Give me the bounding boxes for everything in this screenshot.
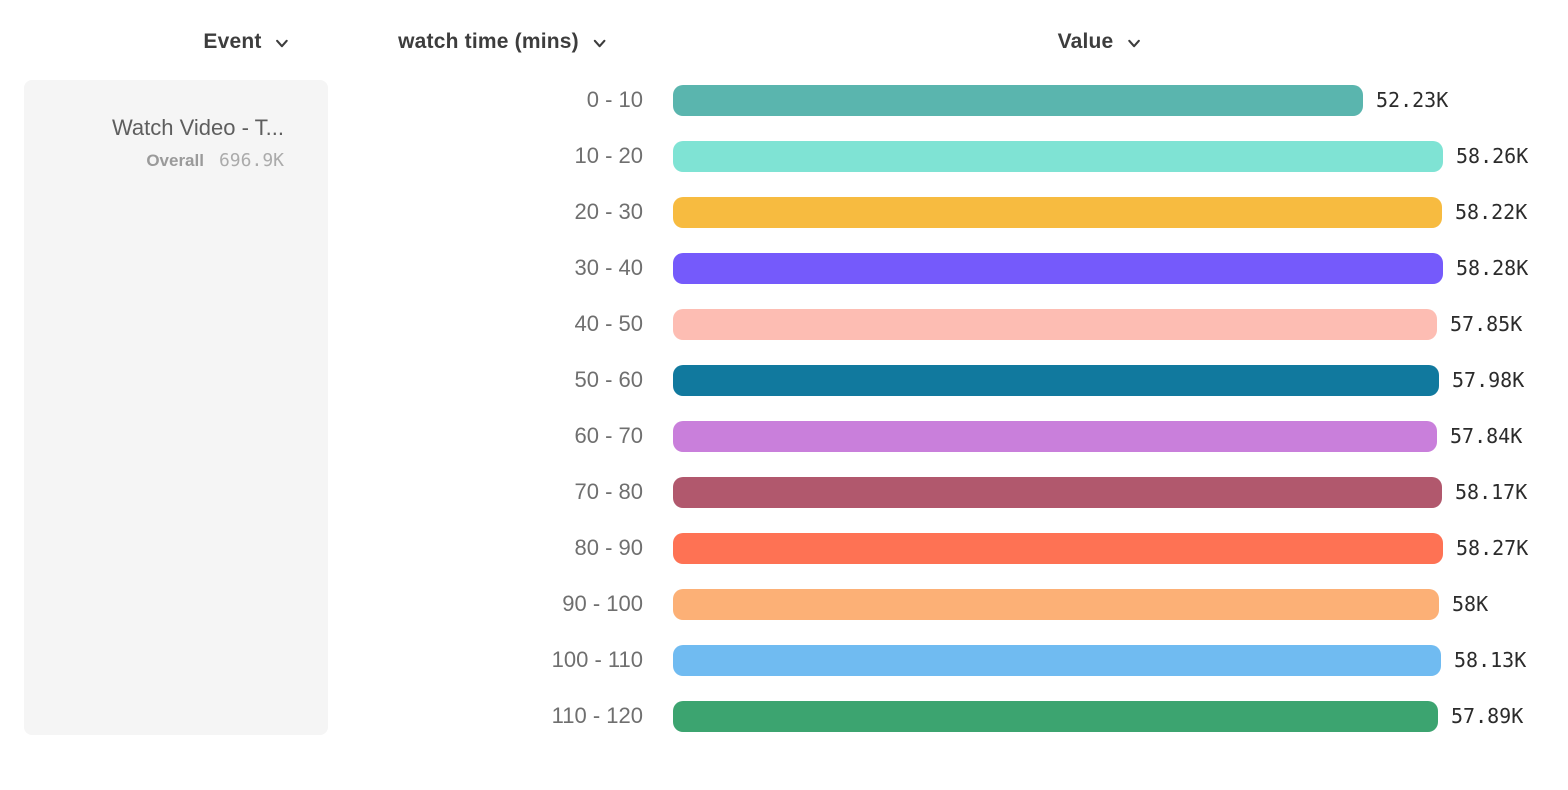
bar-value-label: 57.98K [1452, 368, 1525, 392]
bar-value-label: 58.13K [1454, 648, 1527, 672]
bucket-label: 20 - 30 [574, 199, 644, 224]
bar-chart: 0 - 10 52.23K 10 - 20 58.26K 20 - 30 58.… [0, 72, 1568, 744]
bucket-label: 10 - 20 [574, 143, 644, 168]
bar-value-label: 58.22K [1455, 200, 1528, 224]
bar-row: 30 - 40 58.28K [0, 240, 1568, 296]
value-column-label: Value [1057, 30, 1114, 53]
bucket-column-label: watch time (mins) [398, 30, 579, 53]
bucket-label: 30 - 40 [574, 255, 644, 280]
bucket-label: 80 - 90 [574, 535, 644, 560]
bar-value-label: 58.17K [1455, 480, 1528, 504]
bar-row: 100 - 110 58.13K [0, 632, 1568, 688]
bar-row: 70 - 80 58.17K [0, 464, 1568, 520]
event-card[interactable]: Watch Video - T... Overall 696.9K [24, 80, 328, 735]
bucket-label: 0 - 10 [586, 87, 643, 112]
bucket-label: 110 - 120 [551, 703, 643, 728]
bar-row: 20 - 30 58.22K [0, 184, 1568, 240]
bar-row: 90 - 100 58K [0, 576, 1568, 632]
chevron-down-icon [274, 32, 291, 52]
bar-row: 10 - 20 58.26K [0, 128, 1568, 184]
bar-value-label: 58.28K [1456, 256, 1529, 280]
bar[interactable] [673, 644, 1441, 676]
bar-row: 40 - 50 57.85K [0, 296, 1568, 352]
bar[interactable] [673, 532, 1443, 564]
bucket-label: 50 - 60 [574, 367, 644, 392]
bucket-label: 100 - 110 [551, 647, 643, 672]
bar-value-label: 58.27K [1456, 536, 1529, 560]
bar-row: 80 - 90 58.27K [0, 520, 1568, 576]
bar[interactable] [673, 252, 1443, 284]
bar-row: 0 - 10 52.23K [0, 72, 1568, 128]
bar[interactable] [673, 84, 1363, 116]
bar[interactable] [673, 308, 1437, 340]
chevron-down-icon [591, 32, 608, 52]
bar-value-label: 58K [1452, 592, 1489, 616]
bar[interactable] [673, 700, 1438, 732]
overall-label: Overall [146, 150, 204, 170]
bucket-column-dropdown[interactable]: watch time (mins) [398, 28, 608, 56]
bar-row: 50 - 60 57.98K [0, 352, 1568, 408]
bar-row: 110 - 120 57.89K [0, 688, 1568, 744]
bar[interactable] [673, 420, 1437, 452]
overall-value: 696.9K [218, 149, 284, 171]
bucket-label: 70 - 80 [574, 479, 644, 504]
event-column-dropdown[interactable]: Event [203, 28, 290, 56]
event-overall-row: Overall 696.9K [44, 150, 284, 171]
bar[interactable] [673, 196, 1442, 228]
bar[interactable] [673, 476, 1442, 508]
event-column-label: Event [203, 30, 262, 53]
bucket-label: 60 - 70 [574, 423, 644, 448]
bar-value-label: 57.85K [1450, 312, 1523, 336]
bar-value-label: 57.89K [1451, 704, 1524, 728]
bar-row: 60 - 70 57.84K [0, 408, 1568, 464]
bar-value-label: 58.26K [1456, 144, 1529, 168]
chevron-down-icon [1125, 32, 1142, 52]
bar[interactable] [673, 588, 1439, 620]
bar[interactable] [673, 364, 1439, 396]
value-column-dropdown[interactable]: Value [1058, 28, 1143, 56]
bar-value-label: 52.23K [1376, 88, 1449, 112]
bar-value-label: 57.84K [1450, 424, 1523, 448]
event-title: Watch Video - T... [111, 115, 284, 140]
bar[interactable] [673, 140, 1443, 172]
bucket-label: 90 - 100 [562, 591, 643, 616]
bucket-label: 40 - 50 [574, 311, 644, 336]
